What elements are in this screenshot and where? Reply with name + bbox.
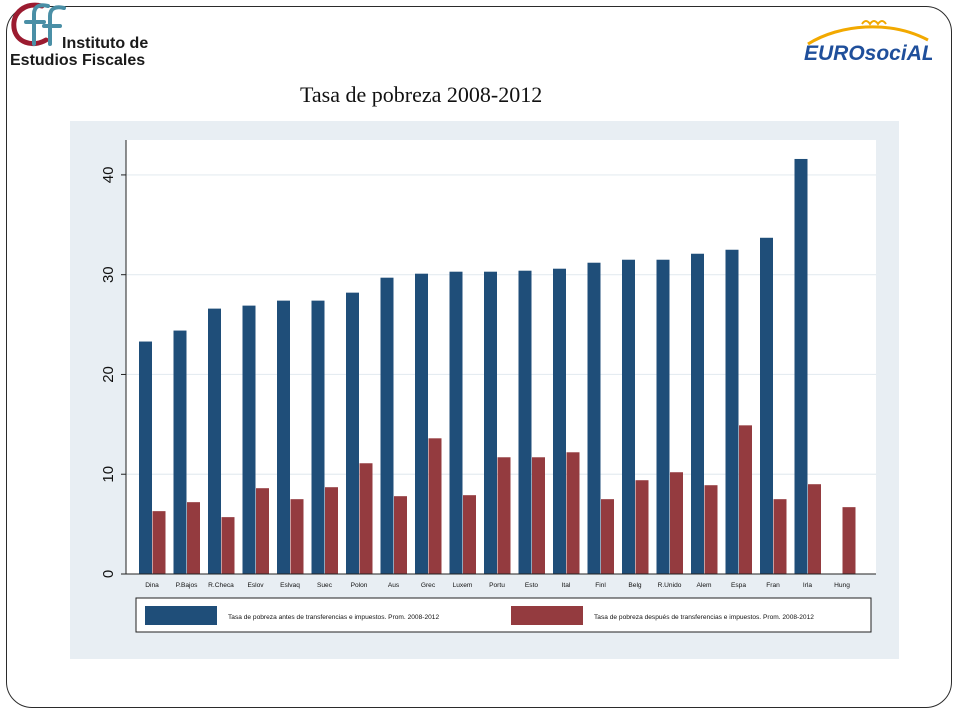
x-tick-label: Irla [803, 582, 812, 589]
x-tick-label: Polon [351, 582, 368, 589]
bar-after-esto [532, 457, 545, 574]
legend-box [135, 597, 872, 633]
x-tick-label: Finl [595, 582, 606, 589]
bar-after-runido [670, 472, 683, 574]
legend-label-before: Tasa de pobreza antes de transferencias … [228, 614, 439, 621]
bar-after-dina [152, 511, 166, 574]
bar-after-suec [325, 487, 338, 574]
bar-before-esto [518, 270, 532, 574]
bar-before-belg [622, 259, 635, 574]
x-tick-label: R.Unido [658, 582, 682, 589]
x-tick-label: Eslov [247, 582, 264, 589]
x-tick-label: Espa [731, 582, 746, 589]
bar-after-aus [394, 496, 407, 574]
bar-before-alem [691, 253, 704, 575]
ief-logo-c-mark [11, 2, 49, 46]
y-tick-label: 0 [100, 570, 117, 578]
y-tick-label: 10 [100, 466, 117, 483]
x-tick-label: Alem [696, 582, 712, 589]
bar-after-ital [566, 452, 580, 574]
ief-logo-text-line1: Instituto de [62, 35, 148, 52]
x-tick-label: Hung [834, 582, 850, 589]
bar-after-grec [428, 438, 442, 574]
eurosocial-logo-text: EUROsociAL [804, 42, 932, 65]
x-tick-label: Suec [317, 582, 333, 589]
bar-before-finl [587, 262, 601, 574]
bar-after-alem [704, 485, 718, 574]
bar-before-dina [139, 341, 152, 574]
bar-before-eslov [242, 305, 256, 574]
x-tick-label: R.Checa [208, 582, 234, 589]
bar-after-hung [842, 507, 856, 574]
y-tick-label: 30 [100, 266, 117, 283]
bar-chart: 0 10 20 30 40 Dina P.Bajos R.Checa Eslov Eslvaq Su… [100, 140, 876, 633]
x-tick-label: Dina [145, 582, 159, 589]
slide-title: Tasa de pobreza 2008-2012 [300, 82, 543, 107]
bar-before-pbajos [173, 330, 187, 574]
x-tick-label: Grec [421, 582, 436, 589]
bar-after-irla [808, 484, 821, 574]
bar-after-pbajos [187, 502, 200, 574]
bar-after-portu [497, 457, 511, 574]
legend: Tasa de pobreza antes de transferencias … [135, 597, 872, 633]
bar-before-eslvaq [277, 300, 290, 574]
chart-area: 0 10 20 30 40 Dina P.Bajos R.Checa Eslov Eslvaq Su… [70, 121, 899, 659]
ief-logo-f2-mark [42, 5, 66, 46]
bar-before-grec [415, 273, 428, 574]
bar-after-finl [601, 499, 614, 574]
legend-label-after: Tasa de pobreza después de transferencia… [594, 614, 814, 621]
bar-after-eslvaq [290, 499, 304, 574]
bar-before-rcheca [208, 308, 221, 574]
ief-logo-f-mark [24, 3, 50, 46]
bars [139, 158, 856, 575]
bar-after-fran [773, 499, 787, 574]
bar-before-irla [794, 158, 808, 574]
eurosocial-logo-hands-mark [861, 20, 887, 26]
x-tick-label: Belg [628, 582, 642, 589]
bar-before-suec [311, 300, 325, 574]
legend-swatch-after [511, 606, 583, 625]
x-tick-label: Portu [489, 582, 505, 589]
x-tick-label: Esto [525, 582, 539, 589]
bar-before-aus [380, 277, 394, 574]
bar-after-eslov [256, 488, 269, 574]
bar-before-polon [346, 292, 359, 574]
y-tick-label: 40 [100, 167, 117, 184]
bar-after-luxem [463, 495, 476, 574]
x-tick-label: Luxem [453, 582, 473, 589]
bar-before-luxem [449, 271, 463, 574]
slide-frame [6, 6, 952, 708]
legend-swatch-before [145, 606, 217, 625]
ief-logo-text-line2: Estudios Fiscales [10, 52, 145, 69]
bar-before-fran [760, 237, 773, 574]
x-tick-label: Fran [766, 582, 780, 589]
bar-before-runido [656, 259, 670, 574]
y-tick-label: 20 [100, 366, 117, 383]
axes: 0 10 20 30 40 Dina P.Bajos R.Checa Eslov Eslvaq Su… [100, 140, 876, 589]
bar-after-polon [359, 463, 373, 574]
bar-before-ital [553, 268, 566, 574]
eurosocial-logo: EUROsociAL [804, 20, 932, 65]
bar-before-portu [484, 271, 497, 574]
bar-after-espa [739, 425, 752, 574]
bar-after-belg [635, 480, 649, 574]
x-tick-label: Aus [388, 582, 400, 589]
x-tick-label: Ital [562, 582, 571, 589]
x-tick-label: P.Bajos [176, 582, 199, 589]
ief-logo: Instituto de Estudios Fiscales [10, 2, 148, 69]
eurosocial-logo-swoosh [807, 25, 929, 46]
x-tick-label: Eslvaq [280, 582, 300, 589]
bar-before-espa [725, 249, 739, 574]
bar-after-rcheca [221, 517, 235, 574]
